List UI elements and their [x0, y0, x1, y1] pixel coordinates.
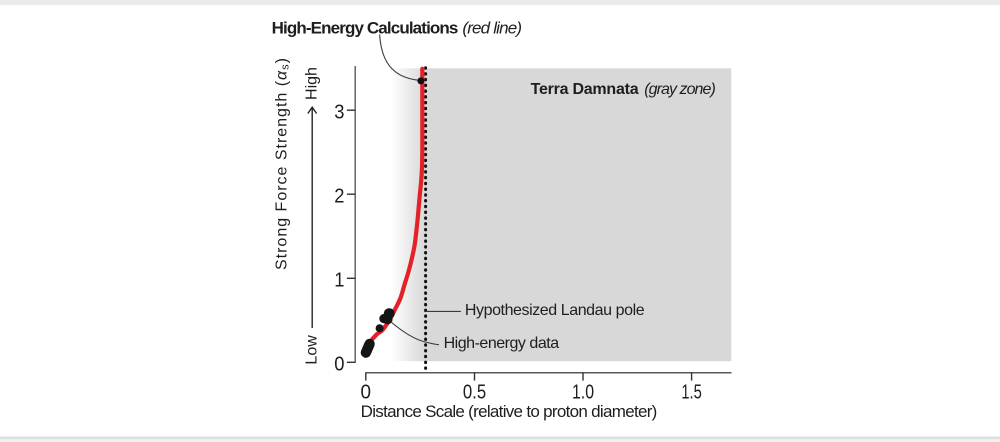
svg-text:Terra Damnata(gray zone): Terra Damnata (gray zone)	[531, 81, 716, 98]
svg-text:Strong Force Strength (αs): Strong Force Strength (αs)	[274, 58, 292, 270]
svg-text:0: 0	[334, 353, 344, 375]
svg-text:High: High	[304, 67, 321, 100]
svg-text:0: 0	[361, 381, 372, 403]
svg-text:High-Energy Calculations(red l: High-Energy Calculations (red line)	[272, 19, 522, 38]
svg-text:1.5: 1.5	[681, 381, 702, 403]
svg-text:1: 1	[334, 269, 344, 291]
svg-text:0.5: 0.5	[463, 381, 486, 403]
svg-text:3: 3	[334, 101, 344, 123]
svg-text:High-energy data: High-energy data	[444, 335, 560, 352]
svg-text:2: 2	[334, 185, 344, 207]
svg-text:1.0: 1.0	[572, 381, 594, 403]
svg-text:Hypothesized Landau pole: Hypothesized Landau pole	[465, 302, 645, 319]
svg-text:Low: Low	[304, 335, 321, 365]
svg-text:Distance Scale (relative to pr: Distance Scale (relative to proton diame…	[361, 402, 658, 421]
